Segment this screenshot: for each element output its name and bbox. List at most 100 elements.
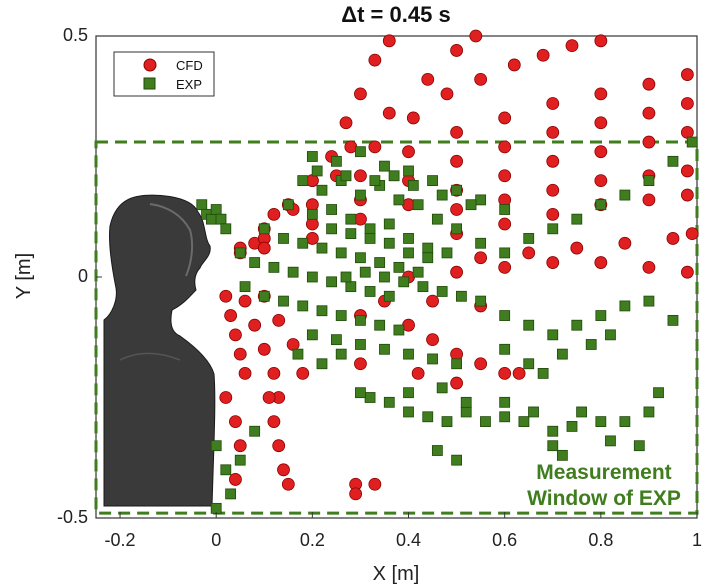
cfd-point <box>498 140 512 154</box>
cfd-point <box>618 236 632 250</box>
exp-point <box>475 237 487 249</box>
exp-point <box>422 252 434 264</box>
exp-point <box>499 396 511 408</box>
cfd-point <box>272 313 286 327</box>
cfd-point <box>666 232 680 245</box>
y-axis: 0.5 0 -0.5 Y [m] <box>13 25 88 527</box>
exp-point <box>340 170 352 182</box>
exp-point <box>355 387 366 399</box>
exp-point <box>239 281 251 293</box>
exp-point <box>306 271 318 283</box>
cfd-point <box>262 391 276 404</box>
exp-point <box>369 175 381 187</box>
exp-point <box>633 440 645 452</box>
cfd-point <box>354 169 367 183</box>
exp-point <box>595 199 607 211</box>
exp-point <box>335 247 347 259</box>
cfd-point <box>594 87 608 101</box>
legend-exp-label: EXP <box>176 77 202 92</box>
exp-point <box>345 228 357 240</box>
cfd-point <box>498 366 512 380</box>
cfd-point <box>642 260 656 274</box>
exp-point <box>556 449 568 461</box>
cfd-point <box>594 116 608 130</box>
exp-point <box>234 247 246 259</box>
exp-point <box>258 223 270 235</box>
exp-point <box>355 146 366 158</box>
exp-point <box>547 223 559 235</box>
annotation-measurement: Measurement <box>536 461 671 484</box>
exp-point <box>379 271 390 283</box>
exp-point <box>335 348 347 360</box>
exp-point <box>431 213 443 225</box>
x-tick-label: 0.8 <box>588 530 613 550</box>
cfd-point <box>368 477 382 491</box>
exp-point <box>278 233 289 244</box>
cfd-point <box>594 34 608 48</box>
cfd-point <box>594 145 608 159</box>
exp-point <box>196 199 208 211</box>
exp-point <box>441 416 453 428</box>
exp-point <box>393 194 405 206</box>
exp-point <box>595 416 607 428</box>
cfd-point <box>354 212 367 226</box>
exp-point <box>619 416 631 428</box>
exp-point <box>330 155 342 167</box>
exp-point <box>422 242 434 254</box>
exp-point <box>643 406 655 418</box>
exp-point <box>210 440 222 452</box>
cfd-point <box>421 72 435 86</box>
cfd-point <box>277 463 290 477</box>
exp-point <box>412 266 424 278</box>
exp-point <box>326 204 337 215</box>
exp-point <box>355 252 366 264</box>
exp-point <box>556 348 568 360</box>
exp-point <box>653 387 664 399</box>
exp-point <box>619 300 631 312</box>
exp-point <box>297 175 309 187</box>
exp-point <box>278 295 289 307</box>
cfd-point <box>229 473 242 486</box>
cfd-point <box>257 342 271 356</box>
cfd-point <box>368 53 382 67</box>
exp-point <box>379 343 390 355</box>
x-tick-label: -0.2 <box>105 530 136 550</box>
exp-point <box>316 242 328 254</box>
exp-point <box>441 247 453 259</box>
cfd-point <box>680 68 694 81</box>
annotation-window-of-exp: Window of EXP <box>527 487 681 510</box>
exp-point <box>523 358 535 370</box>
exp-point <box>499 204 511 215</box>
cfd-point <box>229 328 242 342</box>
cfd-point <box>238 294 252 308</box>
cfd-point <box>546 97 560 110</box>
cfd-point <box>281 477 295 491</box>
exp-point <box>364 392 376 403</box>
exp-point <box>499 343 511 355</box>
cfd-point <box>305 174 319 188</box>
exp-point <box>460 406 472 418</box>
exp-point <box>292 348 304 360</box>
y-tick-label: 0.5 <box>63 25 88 45</box>
exp-point <box>537 367 549 379</box>
exp-point <box>475 295 487 307</box>
exp-point <box>326 223 337 235</box>
cfd-point <box>546 183 560 197</box>
exp-point <box>499 247 511 259</box>
cfd-point <box>272 439 286 453</box>
exp-point <box>571 319 583 331</box>
cfd-point <box>267 415 281 429</box>
exp-point <box>326 276 337 288</box>
cfd-point <box>642 77 656 91</box>
exp-point <box>364 223 376 235</box>
y-axis-label: Y [m] <box>13 253 35 299</box>
cfd-point <box>305 198 319 212</box>
cfd-point <box>248 318 262 332</box>
exp-point <box>431 445 443 456</box>
y-tick-label: -0.5 <box>57 507 88 527</box>
exp-point <box>297 237 309 249</box>
cfd-point <box>680 188 694 202</box>
exp-point <box>330 334 342 346</box>
human-silhouette <box>103 194 216 507</box>
x-tick-label: 1 <box>692 530 702 550</box>
